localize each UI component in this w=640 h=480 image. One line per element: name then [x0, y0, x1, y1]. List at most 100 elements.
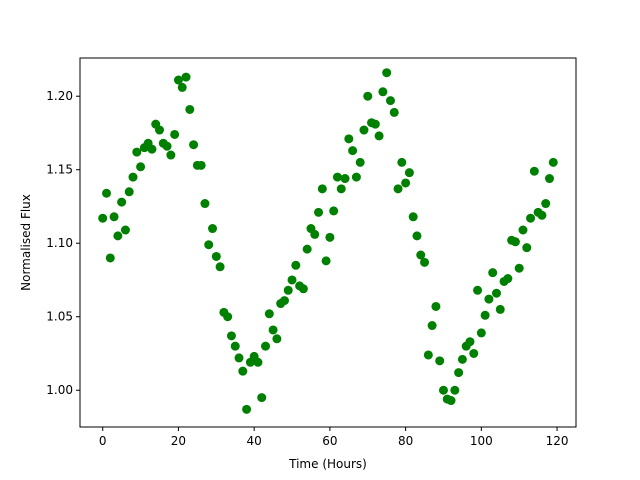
data-point — [363, 91, 373, 101]
data-point — [435, 356, 445, 366]
data-point — [155, 125, 165, 135]
data-point — [529, 166, 539, 176]
data-point — [484, 294, 494, 304]
data-point — [537, 210, 547, 220]
data-point — [230, 341, 240, 351]
plot-frame — [79, 57, 577, 428]
data-point — [454, 368, 464, 378]
data-point — [314, 207, 324, 217]
data-point — [147, 144, 157, 154]
data-point — [329, 206, 339, 216]
data-point — [351, 172, 361, 182]
data-point — [279, 296, 289, 306]
y-tick-label: 1.00 — [46, 383, 73, 397]
data-point — [518, 225, 528, 235]
data-point — [491, 288, 501, 298]
data-point — [480, 310, 490, 320]
x-tick-label: 80 — [398, 434, 413, 448]
data-point — [208, 224, 218, 234]
data-point — [238, 366, 248, 376]
data-point — [382, 68, 392, 78]
data-point — [431, 301, 441, 311]
data-point — [223, 312, 233, 322]
y-tick-label: 1.15 — [46, 163, 73, 177]
x-tick-label: 0 — [99, 434, 107, 448]
data-point — [397, 157, 407, 167]
data-point — [370, 119, 380, 129]
data-point — [211, 251, 221, 261]
data-point — [522, 243, 532, 253]
data-point — [416, 250, 426, 260]
data-point — [226, 331, 236, 341]
data-point — [427, 321, 437, 331]
data-point — [298, 284, 308, 294]
data-points — [98, 68, 558, 414]
data-point — [412, 231, 422, 241]
data-point — [473, 285, 483, 295]
x-axis-ticks: 0 20 40 60 80 100 120 — [99, 427, 569, 448]
x-tick-label: 20 — [171, 434, 186, 448]
y-axis-label: Normalised Flux — [19, 194, 33, 291]
data-point — [321, 256, 331, 266]
x-tick-label: 40 — [247, 434, 262, 448]
data-point — [287, 275, 297, 285]
data-point — [336, 184, 346, 194]
data-point — [162, 141, 172, 151]
data-point — [355, 157, 365, 167]
data-point — [423, 350, 433, 360]
data-point — [332, 172, 342, 182]
data-point — [261, 341, 271, 351]
data-point — [446, 396, 456, 406]
data-point — [272, 334, 282, 344]
data-point — [438, 385, 448, 395]
y-axis-ticks: 1.00 1.05 1.10 1.15 1.20 — [46, 89, 80, 397]
data-point — [325, 232, 335, 242]
data-point — [495, 304, 505, 314]
data-point — [98, 213, 108, 223]
data-point — [385, 96, 395, 106]
data-point — [128, 172, 138, 182]
data-point — [215, 262, 225, 272]
data-point — [204, 240, 214, 250]
x-tick-label: 120 — [546, 434, 569, 448]
data-point — [113, 231, 123, 241]
data-point — [374, 131, 384, 141]
data-point — [344, 134, 354, 144]
data-point — [124, 187, 134, 197]
data-point — [457, 354, 467, 364]
data-point — [450, 385, 460, 395]
data-point — [185, 104, 195, 114]
data-point — [389, 107, 399, 117]
data-point — [359, 125, 369, 135]
data-point — [105, 253, 115, 263]
data-point — [348, 146, 358, 156]
data-point — [234, 353, 244, 363]
data-point — [170, 129, 180, 139]
data-point — [166, 150, 176, 160]
plot-area — [80, 58, 576, 427]
data-point — [102, 188, 111, 198]
data-point — [514, 263, 524, 273]
data-point — [173, 75, 183, 85]
data-point — [120, 225, 130, 235]
data-point — [541, 199, 551, 209]
data-point — [189, 140, 199, 150]
data-point — [476, 328, 486, 338]
data-point — [545, 174, 554, 184]
data-point — [200, 199, 210, 209]
data-point — [340, 174, 350, 184]
data-point — [548, 157, 558, 167]
data-point — [503, 274, 513, 284]
data-point — [253, 357, 263, 367]
x-axis-label: Time (Hours) — [288, 457, 367, 471]
data-point — [317, 184, 327, 194]
data-point — [268, 325, 278, 335]
data-point — [465, 337, 475, 347]
data-point — [291, 260, 301, 270]
data-point — [109, 212, 119, 222]
data-point — [404, 168, 414, 178]
y-tick-label: 1.05 — [46, 310, 73, 324]
data-point — [181, 72, 191, 82]
x-tick-label: 100 — [470, 434, 493, 448]
